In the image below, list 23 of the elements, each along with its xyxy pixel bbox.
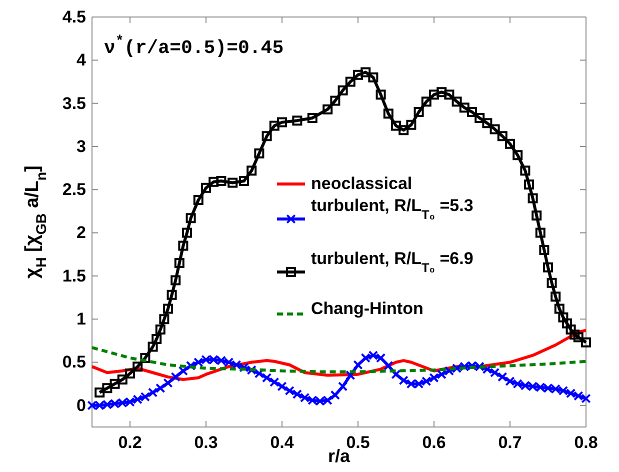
legend-label: turbulent, R/L$_{T₀}$ =6.9 (311, 249, 474, 274)
annotation: ν$^{*}$(r/a=0.5)=0.45 (104, 34, 284, 59)
y-tick-label: 4 (76, 50, 87, 70)
line-series (90, 346, 588, 374)
y-tick-label: 0 (76, 396, 86, 415)
y-tick-label: 1.5 (62, 266, 86, 286)
x-tick-label: 0.7 (498, 433, 522, 452)
legend-label: turbulent, R/L$_{T₀}$ =5.3 (311, 196, 474, 222)
x-tick-label: 0.6 (422, 433, 446, 452)
legend-label: Chang-Hinton (311, 299, 424, 318)
x-tick-label: 0.8 (574, 433, 598, 452)
y-tick-label: 2.5 (62, 180, 86, 200)
y-tick-label: 3.5 (62, 94, 86, 113)
x-tick-label: 0.3 (194, 433, 218, 452)
y-tick-label: 1 (76, 310, 86, 329)
y-tick-label: 3 (76, 136, 86, 156)
legend-label: neoclassical (311, 174, 412, 193)
y-tick-label: 4.5 (62, 7, 86, 26)
x-tick-label: 0.2 (118, 433, 142, 452)
x-tick-label: 0.5 (346, 433, 370, 452)
y-tick-label: 0.5 (62, 352, 86, 372)
x-tick-label: 0.4 (270, 433, 294, 452)
y-tick-label: 2 (76, 223, 86, 242)
